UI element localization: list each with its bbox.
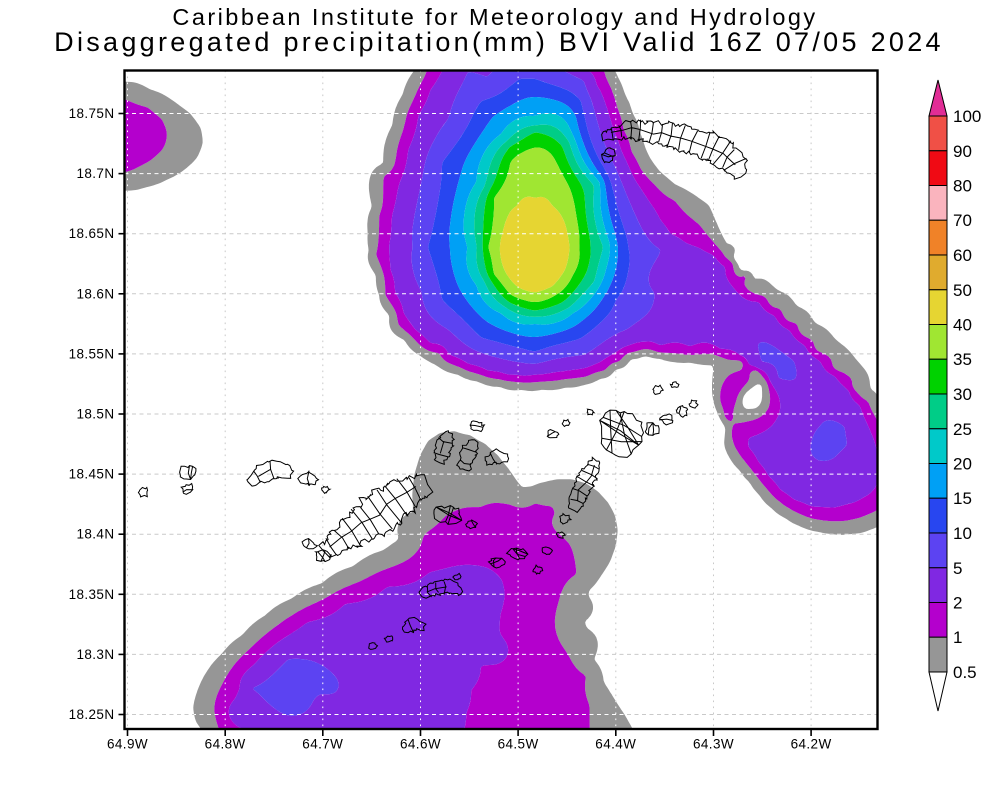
svg-text:64.8W: 64.8W: [205, 737, 246, 752]
svg-text:18.25N: 18.25N: [69, 707, 115, 722]
svg-text:18.45N: 18.45N: [69, 467, 115, 482]
svg-text:100: 100: [953, 107, 981, 126]
svg-text:64.2W: 64.2W: [791, 737, 832, 752]
svg-text:18.65N: 18.65N: [69, 226, 115, 241]
svg-text:0.5: 0.5: [953, 663, 977, 682]
svg-text:64.9W: 64.9W: [107, 737, 148, 752]
svg-text:40: 40: [953, 316, 972, 335]
svg-text:35: 35: [953, 350, 972, 369]
svg-text:Disaggregated precipitation(mm: Disaggregated precipitation(mm) BVI Vali…: [54, 27, 944, 57]
svg-text:18.35N: 18.35N: [69, 587, 115, 602]
svg-text:30: 30: [953, 385, 972, 404]
svg-text:1: 1: [953, 628, 962, 647]
svg-text:Caribbean Institute for Meteor: Caribbean Institute for Meteorology and …: [172, 4, 817, 30]
svg-text:20: 20: [953, 455, 972, 474]
svg-text:18.5N: 18.5N: [76, 407, 114, 422]
svg-text:18.6N: 18.6N: [76, 286, 114, 301]
svg-text:18.4N: 18.4N: [76, 527, 114, 542]
svg-text:64.3W: 64.3W: [693, 737, 734, 752]
svg-text:64.7W: 64.7W: [302, 737, 343, 752]
svg-text:18.55N: 18.55N: [69, 346, 115, 361]
svg-text:15: 15: [953, 489, 972, 508]
svg-text:64.6W: 64.6W: [400, 737, 441, 752]
svg-text:18.3N: 18.3N: [76, 647, 114, 662]
svg-text:60: 60: [953, 246, 972, 265]
svg-text:25: 25: [953, 420, 972, 439]
svg-text:70: 70: [953, 211, 972, 230]
svg-text:2: 2: [953, 594, 962, 613]
svg-text:50: 50: [953, 281, 972, 300]
svg-text:80: 80: [953, 177, 972, 196]
svg-text:5: 5: [953, 559, 962, 578]
svg-text:18.7N: 18.7N: [76, 166, 114, 181]
svg-text:64.4W: 64.4W: [595, 737, 636, 752]
svg-text:18.75N: 18.75N: [69, 106, 115, 121]
svg-text:64.5W: 64.5W: [498, 737, 539, 752]
svg-text:10: 10: [953, 524, 972, 543]
svg-text:90: 90: [953, 142, 972, 161]
